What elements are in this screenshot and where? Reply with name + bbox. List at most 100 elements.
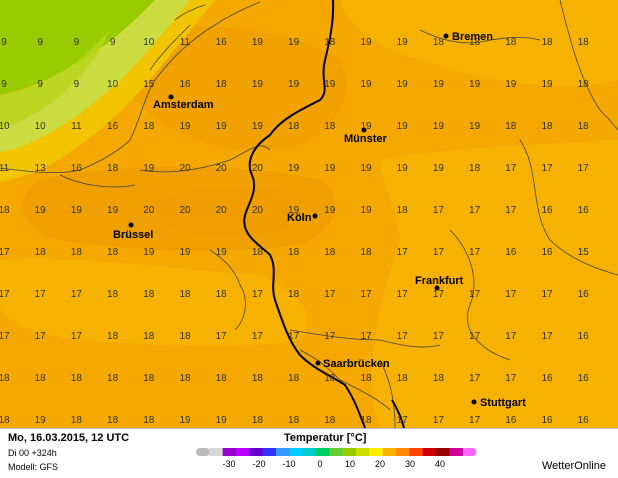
legend-swatch xyxy=(196,448,210,456)
temperature-value: 18 xyxy=(360,247,372,258)
legend-tick-label: -30 xyxy=(222,459,236,469)
temperature-value: 19 xyxy=(288,163,300,174)
temperature-value: 17 xyxy=(71,289,83,300)
border-line xyxy=(391,399,405,428)
temperature-value: 17 xyxy=(469,373,481,384)
temperature-value: 19 xyxy=(324,163,336,174)
legend-swatch xyxy=(316,448,330,456)
temperature-value: 19 xyxy=(35,415,47,426)
temperature-value: 18 xyxy=(179,373,191,384)
temperature-values: 9 9 9 9 10 11 16 19 19 18 19 19 18 18 18 18 18 9 9 9 10 15 16 1… xyxy=(0,37,590,426)
temperature-value: 19 xyxy=(433,79,445,90)
temperature-value: 17 xyxy=(35,289,47,300)
temperature-value: 18 xyxy=(541,121,553,132)
temperature-value: 9 xyxy=(37,79,43,90)
temperature-value: 19 xyxy=(216,415,228,426)
temperature-value: 17 xyxy=(469,247,481,258)
temperature-value: 18 xyxy=(252,415,264,426)
temperature-value: 18 xyxy=(397,205,409,216)
city-marker xyxy=(361,127,367,133)
temperature-value: 18 xyxy=(469,37,481,48)
temperature-value: 17 xyxy=(505,331,517,342)
temperature-value: 9 xyxy=(74,37,80,48)
temperature-value: 19 xyxy=(179,247,191,258)
light-green-zone xyxy=(0,0,190,152)
temperature-value: 18 xyxy=(288,415,300,426)
temperature-value: 17 xyxy=(397,415,409,426)
temperature-value: 19 xyxy=(397,37,409,48)
legend-tick-label: 40 xyxy=(434,459,446,469)
city-marker xyxy=(168,94,174,100)
cool-zone xyxy=(340,0,618,87)
temperature-value: 17 xyxy=(505,289,517,300)
temperature-value: 18 xyxy=(107,163,119,174)
temperature-value: 19 xyxy=(433,121,445,132)
temperature-value: 18 xyxy=(143,373,155,384)
temperature-value: 18 xyxy=(0,373,10,384)
temperature-value: 16 xyxy=(216,37,228,48)
temperature-value: 18 xyxy=(252,373,264,384)
temperature-value: 18 xyxy=(143,331,155,342)
temperature-value: 18 xyxy=(0,415,10,426)
temperature-value: 18 xyxy=(71,415,83,426)
legend-swatch xyxy=(449,448,464,456)
color-legend xyxy=(196,448,476,456)
temperature-value: 19 xyxy=(35,205,47,216)
temperature-value: 10 xyxy=(35,121,47,132)
temperature-value: 18 xyxy=(541,37,553,48)
temperature-value: 18 xyxy=(360,373,372,384)
legend-swatch xyxy=(262,448,277,456)
cool-zone xyxy=(0,258,308,346)
brand-logo: WetterOnline xyxy=(542,460,606,472)
temperature-value: 20 xyxy=(179,205,191,216)
temperature-value: 19 xyxy=(288,37,300,48)
temperature-map: 9 9 9 9 10 11 16 19 19 18 19 19 18 18 18 18 18 9 9 9 10 15 16 1… xyxy=(0,0,618,428)
temperature-value: 19 xyxy=(469,121,481,132)
temperature-value: 20 xyxy=(216,205,228,216)
temperature-value: 18 xyxy=(179,331,191,342)
temperature-value: 19 xyxy=(360,121,372,132)
temperature-value: 17 xyxy=(578,163,590,174)
temperature-value: 17 xyxy=(541,331,553,342)
legend-swatch xyxy=(249,448,264,456)
borders xyxy=(0,0,618,428)
temperature-value: 10 xyxy=(143,37,155,48)
green-zone xyxy=(0,0,155,95)
city-marker xyxy=(434,285,440,291)
temperature-value: 17 xyxy=(469,289,481,300)
temperature-value: 16 xyxy=(578,331,590,342)
legend-swatch xyxy=(342,448,357,456)
temperature-value: 19 xyxy=(216,247,228,258)
temperature-value: 17 xyxy=(541,289,553,300)
temperature-value: 18 xyxy=(35,247,47,258)
city-label: Köln xyxy=(287,212,312,224)
temperature-value: 16 xyxy=(578,205,590,216)
city-marker xyxy=(128,222,134,228)
temperature-value: 17 xyxy=(433,289,445,300)
legend-tick-label: 0 xyxy=(317,459,323,469)
temperature-value: 17 xyxy=(541,163,553,174)
temperature-value: 16 xyxy=(541,415,553,426)
warm-zone xyxy=(130,26,347,151)
temperature-value: 16 xyxy=(578,373,590,384)
city-labels: Bremen Amsterdam Münster Köln Brüssel Frankfu… xyxy=(113,31,526,409)
city-label: Brüssel xyxy=(113,229,153,241)
temperature-value: 16 xyxy=(179,79,191,90)
temperature-value: 18 xyxy=(107,373,119,384)
temperature-value: 18 xyxy=(397,373,409,384)
temperature-value: 11 xyxy=(0,163,10,174)
temperature-value: 19 xyxy=(252,37,264,48)
city-label: Stuttgart xyxy=(480,397,526,409)
temperature-value: 9 xyxy=(74,79,80,90)
model-run: Di 00 +324h xyxy=(8,448,57,458)
legend-swatch xyxy=(396,448,410,456)
temperature-value: 18 xyxy=(143,121,155,132)
temperature-value: 19 xyxy=(397,79,409,90)
city-label: Münster xyxy=(344,133,388,145)
temperature-value: 17 xyxy=(505,163,517,174)
city-label: Amsterdam xyxy=(153,99,214,111)
legend-title: Temperatur [°C] xyxy=(284,432,367,444)
temperature-value: 18 xyxy=(324,121,336,132)
legend-swatch xyxy=(236,448,250,456)
legend-swatch xyxy=(276,448,290,456)
